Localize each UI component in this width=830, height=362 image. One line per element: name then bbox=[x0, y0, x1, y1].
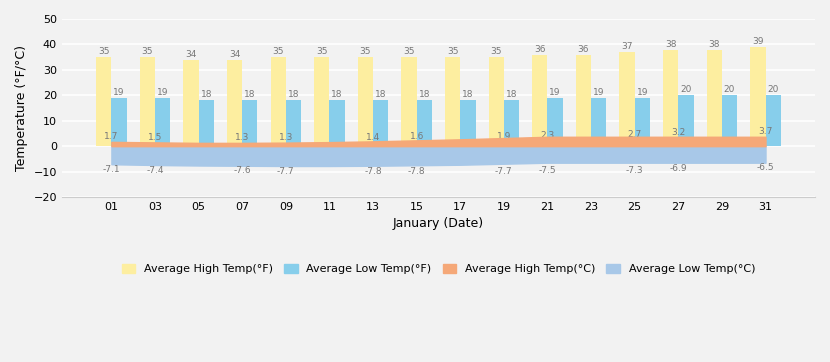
Bar bbox=[373, 100, 388, 146]
Text: 19: 19 bbox=[549, 88, 561, 97]
Text: 35: 35 bbox=[359, 47, 371, 56]
Text: 39: 39 bbox=[752, 37, 764, 46]
Text: 3.2: 3.2 bbox=[671, 128, 686, 137]
Bar bbox=[139, 57, 155, 146]
Text: 19: 19 bbox=[157, 88, 168, 97]
Text: 19: 19 bbox=[593, 88, 604, 97]
Bar bbox=[750, 47, 765, 146]
Text: 37: 37 bbox=[622, 42, 632, 51]
Bar bbox=[504, 100, 519, 146]
Text: -7.5: -7.5 bbox=[539, 166, 556, 175]
Bar bbox=[548, 98, 563, 146]
Text: 34: 34 bbox=[185, 50, 197, 59]
Bar bbox=[489, 57, 504, 146]
Bar bbox=[619, 52, 635, 146]
Text: 20: 20 bbox=[681, 85, 691, 94]
Text: 18: 18 bbox=[288, 90, 300, 100]
Text: 20: 20 bbox=[768, 85, 779, 94]
Text: -7.7: -7.7 bbox=[277, 167, 295, 176]
Text: 1.9: 1.9 bbox=[496, 131, 511, 140]
Text: 36: 36 bbox=[534, 45, 545, 54]
Text: -6.9: -6.9 bbox=[670, 164, 687, 173]
Bar bbox=[96, 57, 111, 146]
Bar bbox=[765, 95, 781, 146]
Bar bbox=[358, 57, 373, 146]
Text: 35: 35 bbox=[272, 47, 284, 56]
Text: -7.7: -7.7 bbox=[495, 167, 513, 176]
Bar bbox=[461, 100, 476, 146]
Bar bbox=[271, 57, 286, 146]
Text: 18: 18 bbox=[331, 90, 343, 100]
Text: -7.3: -7.3 bbox=[626, 165, 643, 174]
Bar bbox=[286, 100, 301, 146]
Text: 34: 34 bbox=[229, 50, 241, 59]
Text: 1.6: 1.6 bbox=[409, 132, 424, 141]
Bar bbox=[402, 57, 417, 146]
Text: 1.4: 1.4 bbox=[366, 133, 380, 142]
Text: 35: 35 bbox=[142, 47, 154, 56]
Text: 35: 35 bbox=[98, 47, 110, 56]
Bar bbox=[532, 55, 548, 146]
Text: 18: 18 bbox=[375, 90, 387, 100]
Bar bbox=[330, 100, 344, 146]
Bar bbox=[663, 50, 678, 146]
Text: 19: 19 bbox=[637, 88, 648, 97]
Bar bbox=[227, 60, 242, 146]
Text: 35: 35 bbox=[316, 47, 328, 56]
Bar bbox=[706, 50, 722, 146]
Text: 19: 19 bbox=[113, 88, 124, 97]
Text: 38: 38 bbox=[709, 39, 720, 49]
Bar bbox=[315, 57, 330, 146]
Text: 2.7: 2.7 bbox=[627, 130, 642, 139]
Text: -6.5: -6.5 bbox=[757, 164, 774, 172]
Text: 35: 35 bbox=[403, 47, 415, 56]
Text: 18: 18 bbox=[462, 90, 474, 100]
Text: 1.5: 1.5 bbox=[148, 132, 162, 142]
Bar bbox=[722, 95, 737, 146]
Text: 1.3: 1.3 bbox=[279, 133, 293, 142]
Bar bbox=[445, 57, 461, 146]
Text: -7.1: -7.1 bbox=[103, 165, 120, 174]
Bar bbox=[591, 98, 607, 146]
Bar bbox=[198, 100, 214, 146]
Bar bbox=[183, 60, 198, 146]
Bar bbox=[242, 100, 257, 146]
Text: 36: 36 bbox=[578, 45, 589, 54]
Text: 20: 20 bbox=[724, 85, 735, 94]
Text: -7.8: -7.8 bbox=[364, 167, 382, 176]
Text: 1.7: 1.7 bbox=[105, 132, 119, 141]
Bar bbox=[678, 95, 694, 146]
Text: 35: 35 bbox=[491, 47, 502, 56]
Text: -7.8: -7.8 bbox=[408, 167, 426, 176]
Bar bbox=[111, 98, 127, 146]
Text: 2.3: 2.3 bbox=[540, 131, 554, 140]
Legend: Average High Temp(°F), Average Low Temp(°F), Average High Temp(°C), Average Low : Average High Temp(°F), Average Low Temp(… bbox=[117, 260, 759, 279]
Y-axis label: Temperature (°F/°C): Temperature (°F/°C) bbox=[15, 45, 28, 171]
Text: 3.7: 3.7 bbox=[759, 127, 773, 136]
Bar bbox=[576, 55, 591, 146]
Bar bbox=[417, 100, 432, 146]
Bar bbox=[635, 98, 650, 146]
X-axis label: January (Date): January (Date) bbox=[393, 218, 484, 231]
Text: -7.6: -7.6 bbox=[233, 166, 251, 175]
Text: 18: 18 bbox=[244, 90, 256, 100]
Bar bbox=[155, 98, 170, 146]
Text: 1.3: 1.3 bbox=[235, 133, 250, 142]
Text: 18: 18 bbox=[418, 90, 430, 100]
Text: 18: 18 bbox=[201, 90, 212, 100]
Text: -7.4: -7.4 bbox=[146, 166, 164, 175]
Text: 35: 35 bbox=[447, 47, 458, 56]
Text: 18: 18 bbox=[505, 90, 517, 100]
Text: 38: 38 bbox=[665, 39, 676, 49]
